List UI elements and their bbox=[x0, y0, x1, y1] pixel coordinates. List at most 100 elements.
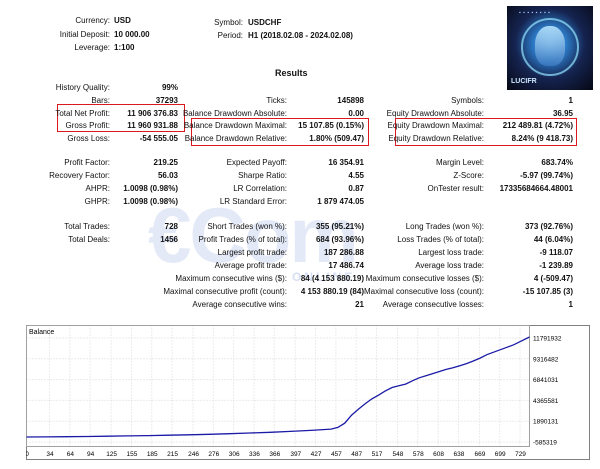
balance-chart: Balance 11791932 9316482 6841031 4365581 189… bbox=[26, 325, 590, 460]
ghpr-label: GHPR: bbox=[84, 197, 110, 206]
balance-dd-rel-label: Balance Drawdown Relative: bbox=[184, 134, 287, 143]
zscore-label: Z-Score: bbox=[453, 171, 484, 180]
x-tick-label: 336 bbox=[249, 451, 260, 458]
period-label: Period: bbox=[217, 31, 243, 40]
lr-corr-label: LR Correlation: bbox=[233, 184, 287, 193]
total-trades-label: Total Trades: bbox=[64, 222, 110, 231]
symbols-value: 1 bbox=[568, 96, 573, 105]
long-trades-label: Long Trades (won %): bbox=[405, 222, 484, 231]
x-tick-label: 548 bbox=[393, 451, 404, 458]
short-trades-value: 355 (95.21%) bbox=[315, 222, 364, 231]
symbol-label: Symbol: bbox=[214, 18, 243, 27]
profit-factor-label: Profit Factor: bbox=[64, 158, 110, 167]
highlight-profit-box bbox=[57, 104, 185, 132]
y-tick-label: 9316482 bbox=[533, 356, 559, 363]
logo-brand: LUCIFR bbox=[511, 78, 537, 85]
max-consec-loss-value: -15 107.85 (3) bbox=[522, 287, 573, 296]
largest-loss-value: -9 118.07 bbox=[539, 248, 573, 257]
sharpe-label: Sharpe Ratio: bbox=[238, 171, 287, 180]
x-tick-label: 638 bbox=[453, 451, 464, 458]
avg-loss-label: Average loss trade: bbox=[415, 261, 484, 270]
max-consec-losses-label: Maximum consecutive losses ($): bbox=[365, 274, 484, 283]
expected-payoff-label: Expected Payoff: bbox=[226, 158, 287, 167]
largest-loss-label: Largest loss trade: bbox=[418, 248, 484, 257]
ontester-label: OnTester result: bbox=[427, 184, 484, 193]
x-tick-label: 64 bbox=[67, 451, 75, 458]
x-tick-label: 578 bbox=[413, 451, 424, 458]
x-tick-label: 125 bbox=[106, 451, 117, 458]
initial-deposit-label: Initial Deposit: bbox=[59, 30, 110, 39]
largest-profit-value: 187 286.88 bbox=[323, 248, 364, 257]
x-tick-label: 246 bbox=[188, 451, 199, 458]
ahpr-value: 1.0098 (0.98%) bbox=[123, 184, 178, 193]
x-tick-label: 457 bbox=[331, 451, 342, 458]
gross-profit-value: 11 960 931.88 bbox=[127, 121, 178, 130]
symbols-label: Symbols: bbox=[451, 96, 484, 105]
bars-value: 37293 bbox=[155, 96, 178, 105]
x-tick-labels: 0 34 64 94 125 155 185 215 246 276 306 336 366 397 427… bbox=[26, 451, 526, 458]
max-consec-loss-label: Maximal consecutive loss (count): bbox=[363, 287, 484, 296]
balance-dd-rel-value: 1.80% (509.47) bbox=[309, 134, 364, 143]
leverage-label: Leverage: bbox=[74, 43, 110, 52]
chart-title: Balance bbox=[29, 329, 54, 336]
equity-dd-rel-label: Equity Drawdown Relative: bbox=[388, 134, 484, 143]
gross-loss-value: -54 555.05 bbox=[139, 134, 178, 143]
total-trades-value: 728 bbox=[164, 222, 178, 231]
max-consec-losses-value: 4 (-509.47) bbox=[533, 274, 573, 283]
currency-label: Currency: bbox=[75, 16, 110, 25]
highlight-balance-dd-box bbox=[191, 118, 369, 146]
avg-profit-label: Average profit trade: bbox=[214, 261, 287, 270]
largest-profit-label: Largest profit trade: bbox=[217, 248, 287, 257]
ticks-value: 145898 bbox=[337, 96, 364, 105]
equity-dd-rel-value: 8.24% (9 418.73) bbox=[511, 134, 573, 143]
recovery-factor-value: 56.03 bbox=[157, 171, 178, 180]
x-tick-label: 0 bbox=[26, 451, 29, 458]
x-tick-label: 729 bbox=[515, 451, 526, 458]
x-tick-label: 397 bbox=[290, 451, 301, 458]
period-value: H1 (2018.02.08 - 2024.02.08) bbox=[248, 31, 353, 40]
total-deals-value: 1456 bbox=[160, 235, 178, 244]
plot-border bbox=[26, 325, 530, 447]
x-tick-label: 608 bbox=[433, 451, 444, 458]
ticks-label: Ticks: bbox=[266, 96, 287, 105]
history-quality-label: History Quality: bbox=[55, 83, 110, 92]
balance-dd-abs-label: Balance Drawdown Absolute: bbox=[182, 109, 287, 118]
x-tick-label: 699 bbox=[495, 451, 506, 458]
y-tick-label: 11791932 bbox=[533, 336, 562, 343]
robot-face-icon: ▪ ▪ ▪ ▪ ▪ ▪ ▪ ▪ LUCIFR bbox=[507, 6, 593, 90]
sharpe-value: 4.55 bbox=[348, 171, 364, 180]
profit-trades-value: 684 (93.96%) bbox=[315, 235, 364, 244]
profit-trades-label: Profit Trades (% of total): bbox=[198, 235, 287, 244]
highlight-equity-dd-box bbox=[395, 118, 577, 146]
avg-consec-wins-label: Average consecutive wins: bbox=[192, 300, 287, 309]
x-tick-label: 669 bbox=[474, 451, 485, 458]
x-tick-label: 94 bbox=[87, 451, 95, 458]
expected-payoff-value: 16 354.91 bbox=[328, 158, 364, 167]
x-tick-label: 155 bbox=[127, 451, 138, 458]
equity-dd-abs-value: 36.95 bbox=[552, 109, 573, 118]
x-tick-label: 366 bbox=[269, 451, 280, 458]
leverage-value: 1:100 bbox=[114, 43, 135, 52]
equity-dd-max-label: Equity Drawdown Maximal: bbox=[387, 121, 484, 130]
balance-dd-max-value: 15 107.85 (0.15%) bbox=[298, 121, 364, 130]
x-tick-label: 306 bbox=[229, 451, 240, 458]
y-tick-label: -585319 bbox=[533, 440, 557, 447]
avg-loss-value: -1 239.89 bbox=[539, 261, 573, 270]
loss-trades-label: Loss Trades (% of total): bbox=[397, 235, 484, 244]
margin-level-label: Margin Level: bbox=[435, 158, 484, 167]
equity-dd-abs-label: Equity Drawdown Absolute: bbox=[386, 109, 484, 118]
avg-consec-losses-label: Average consecutive losses: bbox=[382, 300, 484, 309]
equity-dd-max-value: 212 489.81 (4.72%) bbox=[502, 121, 573, 130]
max-consec-wins-value: 84 (4 153 880.19) bbox=[300, 274, 364, 283]
long-trades-value: 373 (92.76%) bbox=[524, 222, 573, 231]
total-net-profit-label: Total Net Profit: bbox=[55, 109, 110, 118]
gross-profit-label: Gross Profit: bbox=[65, 121, 110, 130]
lr-err-value: 1 879 474.05 bbox=[317, 197, 364, 206]
zscore-value: -5.97 (99.74%) bbox=[520, 171, 573, 180]
total-net-profit-value: 11 906 376.83 bbox=[127, 109, 178, 118]
balance-dd-abs-value: 0.00 bbox=[348, 109, 364, 118]
avg-profit-value: 17 486.74 bbox=[328, 261, 364, 270]
avg-consec-losses-value: 1 bbox=[568, 300, 573, 309]
max-consec-profit-label: Maximal consecutive profit (count): bbox=[163, 287, 287, 296]
logo-tagline-decoration: ▪ ▪ ▪ ▪ ▪ ▪ ▪ ▪ bbox=[519, 10, 551, 16]
